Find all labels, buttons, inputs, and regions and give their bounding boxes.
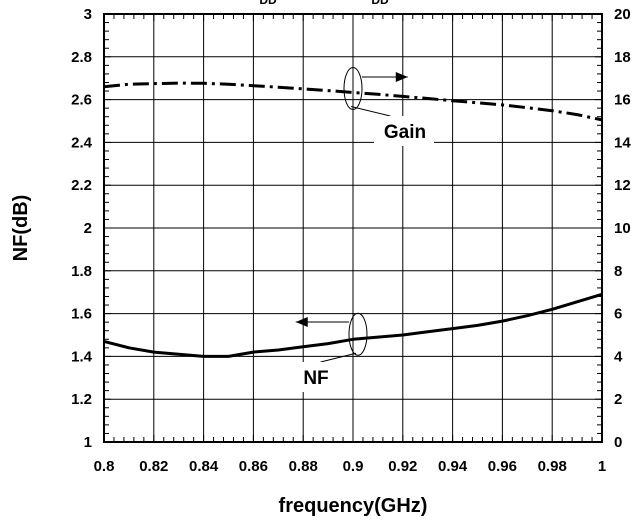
y-right-tick-label: 10 [614, 220, 631, 237]
x-tick-label: 0.96 [488, 458, 517, 475]
y-left-tick-label: 1.6 [71, 306, 92, 323]
y-left-tick-label: 2.4 [71, 134, 93, 151]
y-left-tick-label: 2 [84, 220, 92, 237]
y-left-tick-label: 1 [84, 434, 92, 451]
y-right-tick-label: 18 [614, 49, 631, 66]
y-right-tick-label: 2 [614, 391, 622, 408]
y-right-tick-label: 16 [614, 92, 631, 109]
nf-label-bg [296, 362, 336, 392]
x-tick-label: 0.88 [289, 458, 318, 475]
annotations: Gain NF [295, 67, 434, 392]
gain-marker-ellipse [343, 67, 363, 111]
x-tick-label: 0.94 [438, 458, 468, 475]
x-tick-label: 1 [598, 458, 606, 475]
top-fragment-label: DD [371, 0, 389, 7]
y-right-tick-label: 6 [614, 306, 622, 323]
y-left-tick-label: 1.4 [71, 348, 93, 365]
gain-label: Gain [384, 122, 426, 143]
series-lines [103, 81, 603, 358]
x-tick-label: 0.9 [343, 458, 364, 475]
x-tick-label: 0.98 [538, 458, 567, 475]
series-line-gain [103, 81, 603, 122]
x-tick-labels: 0.8 0.82 0.84 0.86 0.88 0.9 0.92 0.94 0.96 0.98 1 [94, 458, 607, 475]
y-right-tick-label: 0 [614, 434, 622, 451]
x-axis-title: frequency(GHz) [279, 495, 428, 517]
nf-leader-line [320, 352, 357, 363]
x-tick-label: 0.84 [189, 458, 219, 475]
y-left-tick-label: 1.8 [71, 263, 92, 280]
x-tick-label: 0.82 [139, 458, 168, 475]
gain-label-bg [374, 116, 434, 146]
y-right-tick-label: 8 [614, 263, 622, 280]
x-tick-label: 0.92 [388, 458, 417, 475]
top-fragment-label: DD [259, 0, 277, 7]
grid [104, 14, 602, 442]
x-tick-label: 0.86 [239, 458, 268, 475]
nf-marker-ellipse [348, 312, 368, 356]
nf-arrow-head [295, 317, 308, 327]
y-left-tick-labels: 1 1.2 1.4 1.6 1.8 2 2.2 2.4 2.6 2.8 3 [71, 6, 93, 451]
y-axis-title-left: NF(dB) [10, 195, 32, 262]
y-right-tick-label: 12 [614, 177, 631, 194]
series-line-nf [103, 292, 603, 358]
y-left-tick-label: 1.2 [71, 391, 92, 408]
top-fragments: DD DD [259, 0, 389, 7]
plot-frame [103, 13, 603, 443]
y-left-tick-label: 3 [84, 6, 92, 23]
x-tick-label: 0.8 [94, 458, 115, 475]
y-left-tick-label: 2.8 [71, 49, 92, 66]
gain-leader-line [350, 106, 391, 117]
y-left-tick-label: 2.6 [71, 92, 92, 109]
y-right-tick-label: 4 [614, 348, 623, 365]
y-left-tick-label: 2.2 [71, 177, 92, 194]
y-right-tick-labels: 0 2 4 6 8 10 12 14 16 18 20 [614, 6, 631, 451]
y-right-tick-label: 14 [614, 134, 631, 151]
nf-label: NF [303, 368, 328, 389]
y-right-tick-label: 20 [614, 6, 631, 23]
gain-arrow-head [395, 72, 408, 82]
